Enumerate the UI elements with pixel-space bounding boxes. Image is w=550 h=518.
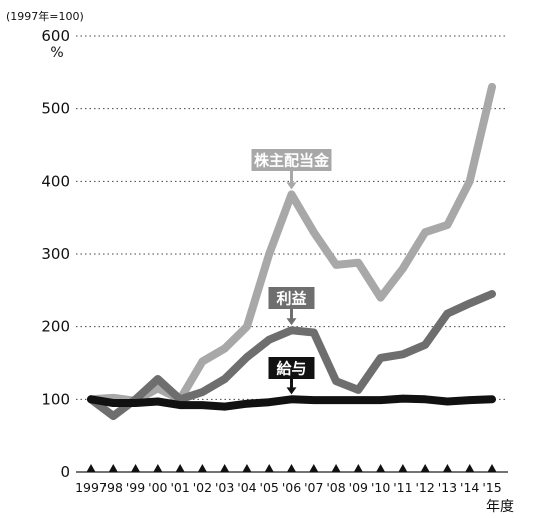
x-tick-label: '06: [282, 480, 301, 495]
y-tick-label: 300: [41, 245, 70, 263]
series-label: 株主配当金: [254, 152, 330, 170]
callout-arrowhead: [286, 182, 297, 190]
y-tick-label: 500: [41, 100, 70, 118]
y-tick-label: 600: [41, 27, 70, 45]
x-tick-marker: [465, 464, 475, 472]
y-tick-label: 200: [41, 318, 70, 336]
y-tick-label: 0: [60, 463, 70, 481]
series-label: 給与: [276, 360, 306, 378]
y-tick-label: 400: [41, 172, 70, 190]
x-tick-label: '11: [393, 480, 412, 495]
x-axis-label: 年度: [486, 499, 514, 515]
x-tick-marker: [287, 464, 296, 472]
x-tick-marker: [86, 464, 96, 472]
callout-box: [268, 357, 315, 379]
series-callout: 利益: [268, 287, 315, 326]
callout-arrowhead: [286, 387, 297, 395]
series-callout: 給与: [268, 357, 315, 395]
series-lines: [87, 82, 496, 420]
x-tick-label: '15: [482, 480, 501, 495]
x-axis-markers: [86, 464, 497, 472]
x-tick-label: '09: [349, 480, 368, 495]
x-tick-label: '07: [304, 480, 323, 495]
x-tick-marker: [487, 464, 497, 472]
x-tick-label: '08: [326, 480, 345, 495]
series-line: [87, 394, 496, 411]
callout-box: [251, 149, 332, 171]
x-tick-marker: [131, 464, 141, 472]
x-tick-marker: [264, 464, 274, 472]
x-tick-marker: [398, 464, 408, 472]
x-tick-marker: [331, 464, 341, 472]
series-callout: 株主配当金: [251, 149, 332, 190]
x-tick-marker: [376, 464, 386, 472]
x-axis-ticks: 1997'98'99'00'01 '02'03'04 '05'06'07'08 '09…: [75, 480, 502, 495]
x-tick-label: '03: [215, 480, 234, 495]
x-tick-marker: [197, 464, 207, 472]
x-tick-marker: [309, 464, 319, 472]
x-tick-marker: [353, 464, 363, 472]
x-tick-label: '01: [170, 480, 189, 495]
x-tick-marker: [420, 464, 430, 472]
x-tick-marker: [242, 464, 252, 472]
x-tick-label: '04: [237, 480, 256, 495]
callout-arrowhead: [286, 318, 297, 326]
x-tick-label: '13: [438, 480, 457, 495]
y-unit-label: %: [50, 45, 63, 61]
x-tick-label: '14: [460, 480, 479, 495]
x-tick-marker: [442, 464, 452, 472]
x-tick-marker: [220, 464, 230, 472]
x-tick-label: 1997: [75, 480, 107, 495]
x-tick-marker: [175, 464, 185, 472]
x-tick-marker: [153, 464, 163, 472]
x-tick-label: '05: [260, 480, 279, 495]
x-tick-label: '99: [126, 480, 145, 495]
y-tick-label: 100: [41, 390, 70, 408]
callout-box: [268, 287, 315, 309]
x-tick-label: '98: [104, 480, 123, 495]
y-axis-ticks: 0 100 200 300 400 500 600: [41, 27, 70, 481]
x-tick-label: '02: [193, 480, 212, 495]
top-note: (1997年=100): [6, 9, 84, 23]
x-tick-label: '00: [148, 480, 167, 495]
series-line: [87, 82, 496, 405]
series-line: [87, 290, 496, 420]
x-tick-label: '12: [415, 480, 434, 495]
series-label: 利益: [276, 290, 306, 308]
x-tick-marker: [108, 464, 118, 472]
x-tick-label: '10: [371, 480, 390, 495]
